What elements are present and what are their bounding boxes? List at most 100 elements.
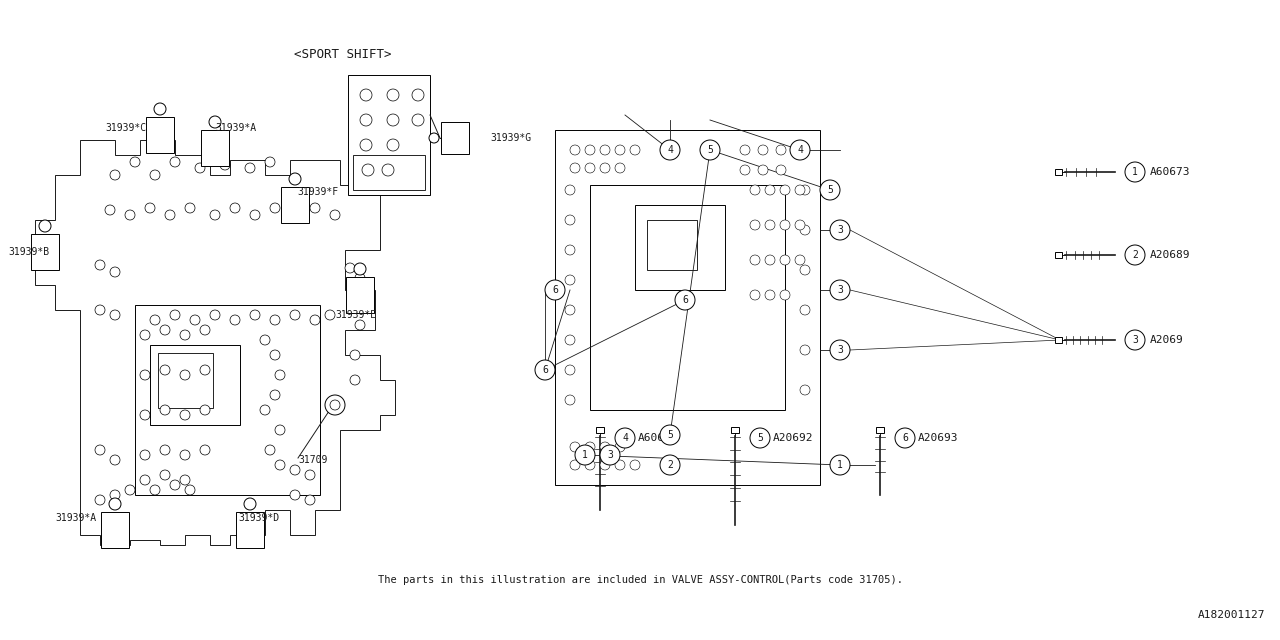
Bar xyxy=(646,220,698,270)
Bar xyxy=(101,512,129,548)
Circle shape xyxy=(780,290,790,300)
Bar xyxy=(146,117,174,153)
Circle shape xyxy=(776,145,786,155)
Circle shape xyxy=(600,460,611,470)
Circle shape xyxy=(125,485,134,495)
Circle shape xyxy=(150,170,160,180)
Circle shape xyxy=(180,330,189,340)
Circle shape xyxy=(210,210,220,220)
Circle shape xyxy=(600,145,611,155)
Circle shape xyxy=(160,470,170,480)
Text: A20689: A20689 xyxy=(1149,250,1190,260)
Circle shape xyxy=(740,165,750,175)
Circle shape xyxy=(265,157,275,167)
Circle shape xyxy=(412,89,424,101)
Circle shape xyxy=(780,255,790,265)
Circle shape xyxy=(291,310,300,320)
Circle shape xyxy=(189,315,200,325)
Bar xyxy=(348,75,430,195)
Circle shape xyxy=(265,445,275,455)
Circle shape xyxy=(180,410,189,420)
Bar xyxy=(346,277,374,313)
Circle shape xyxy=(575,445,595,465)
Circle shape xyxy=(660,140,680,160)
Bar xyxy=(1055,252,1062,258)
Circle shape xyxy=(110,170,120,180)
Circle shape xyxy=(170,480,180,490)
Circle shape xyxy=(355,263,366,275)
Circle shape xyxy=(360,89,372,101)
Text: 31939*A: 31939*A xyxy=(55,513,96,523)
Text: 31939*D: 31939*D xyxy=(238,513,279,523)
Circle shape xyxy=(180,475,189,485)
Circle shape xyxy=(765,290,774,300)
Circle shape xyxy=(275,460,285,470)
Circle shape xyxy=(790,140,810,160)
Circle shape xyxy=(109,498,122,510)
Bar xyxy=(236,512,264,548)
Circle shape xyxy=(330,400,340,410)
Text: 31939*A: 31939*A xyxy=(215,123,256,133)
Circle shape xyxy=(564,245,575,255)
Circle shape xyxy=(250,310,260,320)
Circle shape xyxy=(765,255,774,265)
Circle shape xyxy=(800,185,810,195)
Circle shape xyxy=(305,495,315,505)
Circle shape xyxy=(570,163,580,173)
Bar xyxy=(556,130,820,485)
Circle shape xyxy=(660,455,680,475)
Circle shape xyxy=(630,145,640,155)
Circle shape xyxy=(154,103,166,115)
Circle shape xyxy=(564,185,575,195)
Circle shape xyxy=(360,139,372,151)
Circle shape xyxy=(750,290,760,300)
Circle shape xyxy=(140,475,150,485)
Circle shape xyxy=(829,220,850,240)
Circle shape xyxy=(131,157,140,167)
Circle shape xyxy=(110,310,120,320)
Circle shape xyxy=(349,375,360,385)
Circle shape xyxy=(585,442,595,452)
Text: 1: 1 xyxy=(1132,167,1138,177)
Text: 4: 4 xyxy=(622,433,628,443)
Circle shape xyxy=(160,325,170,335)
Circle shape xyxy=(564,365,575,375)
Circle shape xyxy=(244,498,256,510)
Circle shape xyxy=(1125,330,1146,350)
Circle shape xyxy=(614,428,635,448)
Text: 6: 6 xyxy=(541,365,548,375)
Text: A20692: A20692 xyxy=(773,433,814,443)
Text: 1: 1 xyxy=(582,450,588,460)
Bar xyxy=(590,185,785,410)
Bar xyxy=(134,305,320,495)
Circle shape xyxy=(829,455,850,475)
Text: 3: 3 xyxy=(607,450,613,460)
Text: A60673: A60673 xyxy=(1149,167,1190,177)
Text: 31939*G: 31939*G xyxy=(490,133,531,143)
Circle shape xyxy=(325,310,335,320)
Circle shape xyxy=(564,335,575,345)
Bar xyxy=(282,187,308,223)
Circle shape xyxy=(270,315,280,325)
Circle shape xyxy=(325,395,346,415)
Bar xyxy=(157,353,212,408)
Circle shape xyxy=(614,145,625,155)
Circle shape xyxy=(614,442,625,452)
Circle shape xyxy=(387,139,399,151)
Circle shape xyxy=(200,325,210,335)
Text: 5: 5 xyxy=(827,185,833,195)
Circle shape xyxy=(570,145,580,155)
Circle shape xyxy=(1125,162,1146,182)
Circle shape xyxy=(758,165,768,175)
Bar xyxy=(876,427,884,433)
Text: 3: 3 xyxy=(837,345,844,355)
Circle shape xyxy=(330,210,340,220)
Circle shape xyxy=(795,185,805,195)
Text: 31939*B: 31939*B xyxy=(8,247,49,257)
Circle shape xyxy=(585,163,595,173)
Text: 31939*E: 31939*E xyxy=(335,310,376,320)
Circle shape xyxy=(585,460,595,470)
Circle shape xyxy=(160,405,170,415)
Circle shape xyxy=(750,220,760,230)
Circle shape xyxy=(800,305,810,315)
